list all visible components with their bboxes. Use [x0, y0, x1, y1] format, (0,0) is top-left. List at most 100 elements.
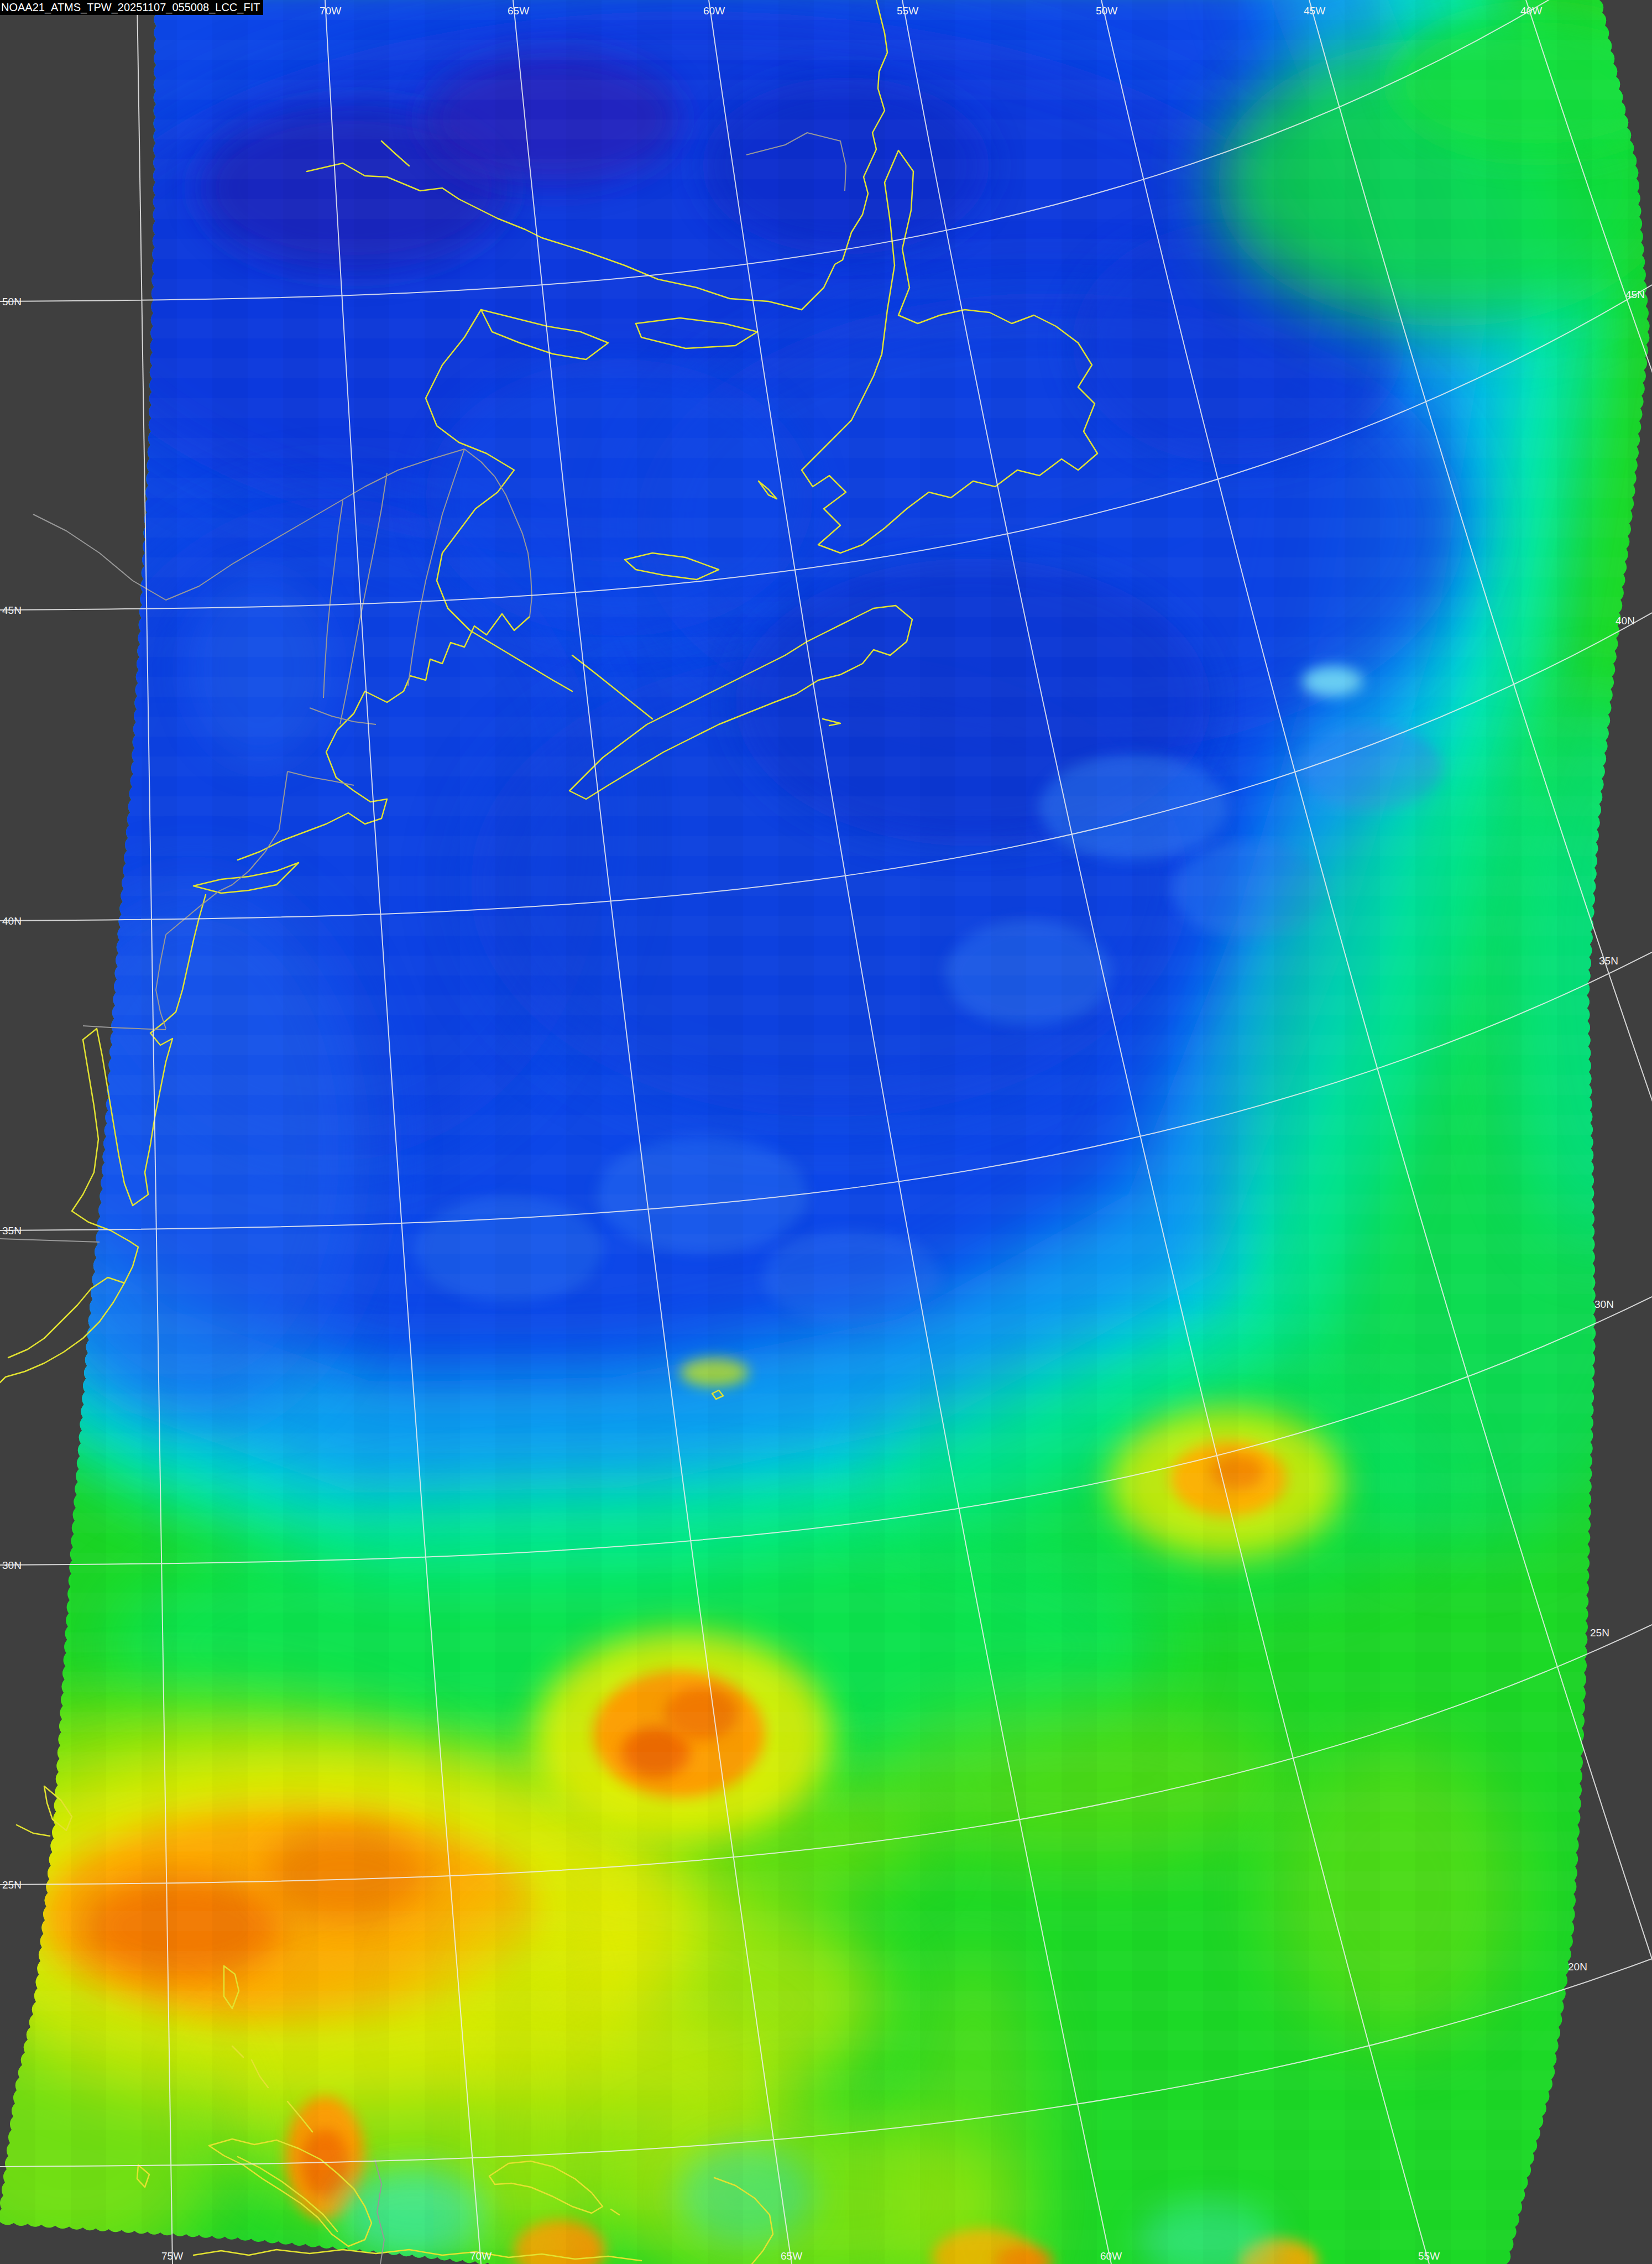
- scan-row-texture: [0, 398, 1652, 418]
- scan-col-texture: [708, 0, 743, 2264]
- graticule-label-60W: 60W: [703, 5, 725, 17]
- scan-row-texture: [0, 1752, 1652, 1772]
- scan-row-texture: [0, 836, 1652, 856]
- scan-row-texture: [0, 2070, 1652, 2090]
- tpw-swath-layer: [0, 0, 1652, 2264]
- graticule-label-45N: 45N: [1625, 289, 1645, 300]
- scan-row-texture: [0, 1194, 1652, 1214]
- map-canvas: 75W70W70W65W65W60W60W55W55W50W45W40W50N4…: [0, 0, 1652, 2264]
- scan-row-texture: [0, 677, 1652, 697]
- scan-row-texture: [0, 916, 1652, 936]
- scan-row-texture: [0, 1911, 1652, 1931]
- satellite-map-viewport: 75W70W70W65W65W60W60W55W55W50W45W40W50N4…: [0, 0, 1652, 2264]
- graticule-label-35N: 35N: [2, 1225, 22, 1237]
- graticule-label-65W: 65W: [508, 5, 529, 17]
- graticule-label-60W: 60W: [1100, 2250, 1122, 2262]
- scan-col-texture: [283, 0, 318, 2264]
- scan-row-texture: [0, 1513, 1652, 1533]
- scan-row-texture: [0, 1155, 1652, 1175]
- scan-row-texture: [0, 2031, 1652, 2051]
- scan-col-texture: [212, 0, 248, 2264]
- scan-row-texture: [0, 358, 1652, 378]
- graticule-label-65W: 65W: [781, 2250, 802, 2262]
- graticule-label-30N: 30N: [2, 1559, 22, 1571]
- scan-row-texture: [0, 2190, 1652, 2210]
- scan-row-texture: [0, 80, 1652, 100]
- graticule-label-20N: 20N: [1568, 1961, 1587, 1973]
- scan-col-texture: [1132, 0, 1168, 2264]
- scan-row-texture: [0, 557, 1652, 577]
- scan-row-texture: [0, 1394, 1652, 1413]
- scan-col-texture: [566, 0, 602, 2264]
- scan-col-texture: [1628, 0, 1652, 2264]
- scan-col-texture: [1415, 0, 1451, 2264]
- graticule-label-70W: 70W: [470, 2250, 492, 2262]
- scan-row-texture: [0, 1075, 1652, 1095]
- scan-row-texture: [0, 956, 1652, 975]
- scan-col-texture: [778, 0, 814, 2264]
- scan-row-texture: [0, 1354, 1652, 1374]
- scan-col-texture: [425, 0, 460, 2264]
- scan-row-texture: [0, 1115, 1652, 1135]
- scan-row-texture: [0, 159, 1652, 179]
- coastline-20: [17, 1825, 50, 1836]
- graticule-label-35N: 35N: [1599, 955, 1618, 967]
- scan-col-texture: [1557, 0, 1592, 2264]
- scan-col-texture: [0, 0, 35, 2264]
- scan-row-texture: [0, 478, 1652, 498]
- title-bar: NOAA21_ATMS_TPW_20251107_055008_LCC_FIT: [0, 0, 263, 15]
- graticule-label-45N: 45N: [2, 604, 22, 616]
- scan-row-texture: [0, 1991, 1652, 2011]
- scan-row-texture: [0, 1234, 1652, 1254]
- graticule-label-45W: 45W: [1304, 5, 1325, 17]
- scan-row-texture: [0, 239, 1652, 259]
- scan-row-texture: [0, 1672, 1652, 1692]
- graticule-label-50W: 50W: [1096, 5, 1117, 17]
- scan-col-texture: [1203, 0, 1238, 2264]
- scan-col-texture: [991, 0, 1026, 2264]
- scan-row-texture: [0, 1712, 1652, 1732]
- scan-row-texture: [0, 876, 1652, 896]
- graticule-label-55W: 55W: [897, 5, 918, 17]
- graticule-label-55W: 55W: [1418, 2250, 1440, 2262]
- scan-row-texture: [0, 637, 1652, 657]
- scan-col-texture: [637, 0, 672, 2264]
- scan-row-texture: [0, 2230, 1652, 2250]
- scan-col-texture: [849, 0, 885, 2264]
- scan-col-texture: [71, 0, 106, 2264]
- scan-col-texture: [1345, 0, 1380, 2264]
- scan-row-texture: [0, 1632, 1652, 1652]
- scan-row-texture: [0, 40, 1652, 60]
- graticule-label-75W: 75W: [161, 2250, 183, 2262]
- scan-row-texture: [0, 1035, 1652, 1055]
- scan-row-texture: [0, 1433, 1652, 1453]
- scan-row-texture: [0, 119, 1652, 139]
- scan-col-texture: [354, 0, 389, 2264]
- scan-row-texture: [0, 518, 1652, 538]
- scan-col-texture: [920, 0, 955, 2264]
- scan-row-texture: [0, 1593, 1652, 1613]
- scan-row-texture: [0, 1792, 1652, 1812]
- graticule-label-40W: 40W: [1520, 5, 1542, 17]
- graticule-label-25N: 25N: [1590, 1627, 1609, 1639]
- scan-row-texture: [0, 438, 1652, 458]
- scan-col-texture: [1274, 0, 1309, 2264]
- graticule-label-25N: 25N: [2, 1879, 22, 1891]
- scan-row-texture: [0, 1274, 1652, 1294]
- graticule-label-40N: 40N: [1616, 615, 1635, 627]
- scan-row-texture: [0, 796, 1652, 816]
- scan-col-texture: [1486, 0, 1522, 2264]
- scan-row-texture: [0, 1951, 1652, 1971]
- graticule-label-70W: 70W: [320, 5, 341, 17]
- title-text: NOAA21_ATMS_TPW_20251107_055008_LCC_FIT: [1, 1, 260, 13]
- scan-row-texture: [0, 2150, 1652, 2170]
- graticule-label-30N: 30N: [1595, 1298, 1614, 1310]
- scan-row-texture: [0, 2110, 1652, 2130]
- border-14: [0, 1239, 100, 1242]
- scan-row-texture: [0, 199, 1652, 219]
- scan-col-texture: [1062, 0, 1097, 2264]
- scan-col-texture: [142, 0, 177, 2264]
- scan-row-texture: [0, 1473, 1652, 1493]
- scan-row-texture: [0, 995, 1652, 1015]
- scan-row-texture: [0, 1832, 1652, 1851]
